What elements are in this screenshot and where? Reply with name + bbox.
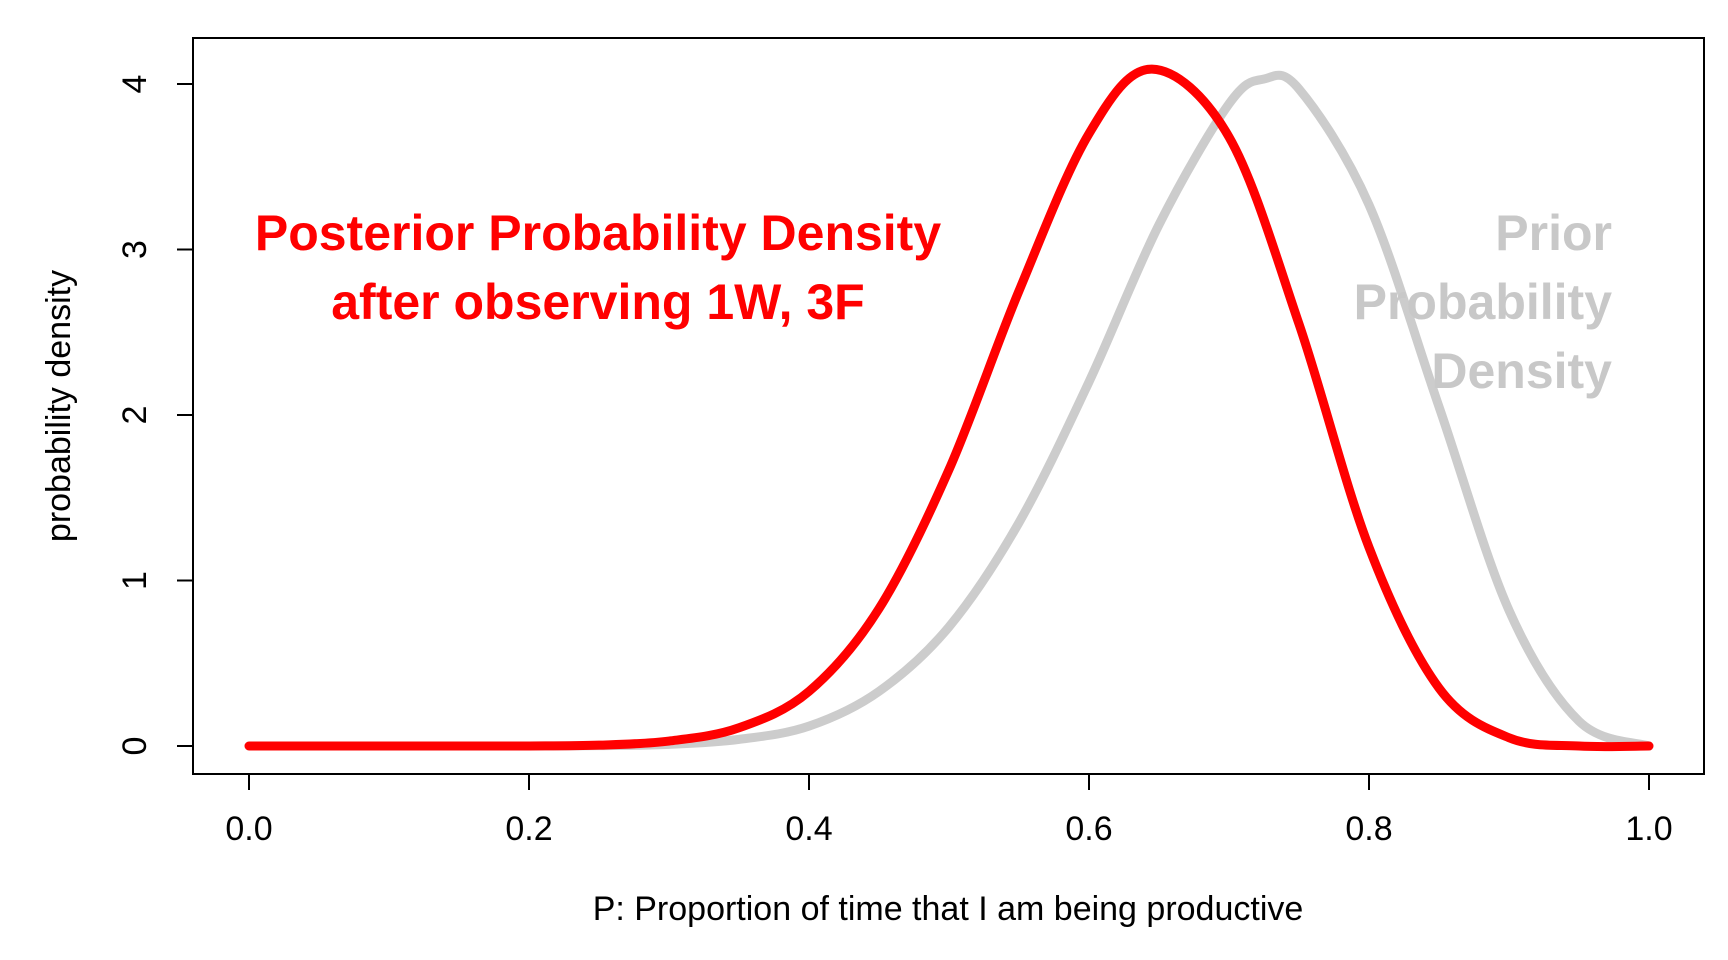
- y-tick-label: 3: [116, 240, 154, 259]
- plot-frame: [192, 37, 1705, 775]
- x-tick-label: 0.0: [225, 810, 272, 848]
- prior-annotation-line-1: Prior: [1495, 205, 1612, 261]
- posterior-density-line: [244, 64, 1654, 752]
- x-axis: 0.0 0.2 0.4 0.6 0.8 1.0: [225, 773, 1673, 848]
- y-tick-label: 0: [116, 737, 154, 756]
- y-tick-label: 1: [116, 571, 154, 590]
- y-tick-label: 2: [116, 406, 154, 425]
- series-layer: [244, 64, 1654, 752]
- x-tick-label: 0.2: [505, 810, 552, 848]
- posterior-annotation: Posterior Probability Density after obse…: [255, 205, 941, 330]
- y-axis-title: probability density: [40, 270, 78, 542]
- x-axis-title: P: Proportion of time that I am being pr…: [593, 890, 1304, 928]
- y-tick-label: 4: [116, 75, 154, 94]
- x-tick-label: 0.6: [1065, 810, 1112, 848]
- x-tick-label: 0.8: [1345, 810, 1392, 848]
- prior-annotation: Prior Probability Density: [1354, 205, 1613, 399]
- x-tick-label: 0.4: [785, 810, 832, 848]
- x-tick-label: 1.0: [1625, 810, 1672, 848]
- posterior-annotation-line-1: Posterior Probability Density: [255, 205, 941, 261]
- prior-annotation-line-2: Probability: [1354, 274, 1613, 330]
- prior-annotation-line-3: Density: [1431, 343, 1612, 399]
- y-axis: 0 1 2 3 4: [116, 75, 194, 756]
- prior-density-line: [244, 70, 1654, 751]
- posterior-annotation-line-2: after observing 1W, 3F: [331, 274, 864, 330]
